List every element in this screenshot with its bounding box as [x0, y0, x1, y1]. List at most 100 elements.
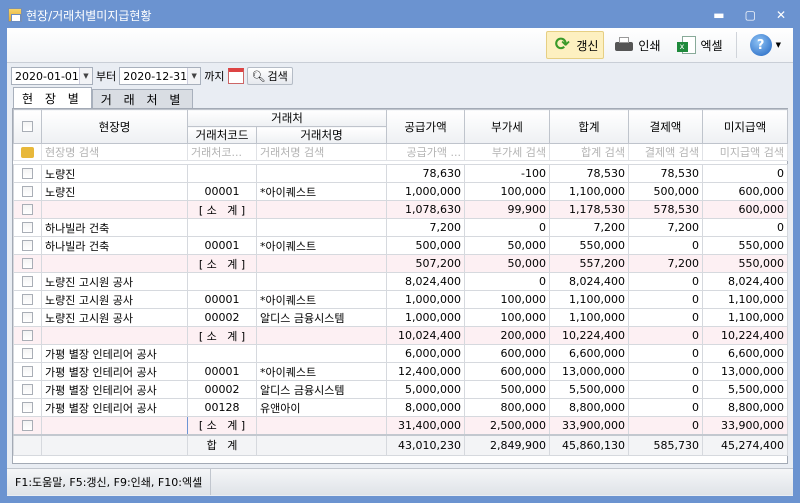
row-checkbox[interactable] — [22, 312, 33, 323]
row-checkbox-cell[interactable] — [13, 254, 42, 273]
filter-vendor-name[interactable]: 거래처명 검색 — [256, 143, 387, 161]
row-checkbox-cell[interactable] — [13, 272, 42, 291]
table-row[interactable]: 노량진 78,630 -100 78,530 78,530 0 — [13, 164, 788, 183]
table-row[interactable]: 가평 별장 인테리어 공사 6,000,000 600,000 6,600,000 0 6… — [13, 344, 788, 363]
supply-cell[interactable]: 1,000,000 — [386, 308, 465, 327]
vendor-code-cell[interactable]: 00002 — [187, 308, 257, 327]
total-cell[interactable]: 1,100,000 — [549, 308, 629, 327]
supply-cell[interactable]: 1,000,000 — [386, 290, 465, 309]
header-vendor-name[interactable]: 거래처명 — [256, 126, 387, 144]
vendor-name-cell[interactable] — [256, 218, 387, 237]
supply-cell[interactable]: 8,000,000 — [386, 398, 465, 417]
row-checkbox[interactable] — [22, 348, 33, 359]
total-cell[interactable]: 13,000,000 — [549, 362, 629, 381]
total-cell[interactable]: 5,500,000 — [549, 380, 629, 399]
row-checkbox[interactable] — [22, 294, 33, 305]
paid-cell[interactable]: 0 — [628, 380, 703, 399]
vendor-name-cell[interactable] — [256, 164, 387, 183]
supply-cell[interactable]: 12,400,000 — [386, 362, 465, 381]
site-cell[interactable] — [41, 326, 188, 345]
row-checkbox[interactable] — [22, 168, 33, 179]
vendor-code-cell[interactable]: 00001 — [187, 236, 257, 255]
total-cell[interactable]: 1,100,000 — [549, 182, 629, 201]
row-checkbox[interactable] — [22, 419, 33, 431]
subtotal-row[interactable]: [ 소 계 ] 1,078,630 99,900 1,178,530 578,530 60… — [13, 200, 788, 219]
vendor-name-cell[interactable] — [256, 200, 387, 219]
header-site[interactable]: 현장명 — [41, 109, 188, 144]
header-vat[interactable]: 부가세 — [464, 109, 550, 144]
unpaid-cell[interactable]: 13,000,000 — [702, 362, 788, 381]
vendor-code-cell[interactable] — [187, 344, 257, 363]
row-checkbox[interactable] — [22, 222, 33, 233]
row-checkbox-cell[interactable] — [13, 344, 42, 363]
table-row[interactable]: 노량진 고시원 공사 00002 알디스 금융시스템 1,000,000 100,000… — [13, 308, 788, 327]
filter-vat[interactable]: 부가세 검색 — [464, 143, 550, 161]
row-checkbox[interactable] — [22, 366, 33, 377]
table-row[interactable]: 노량진 00001 *아이퀘스트 1,000,000 100,000 1,100,000 5… — [13, 182, 788, 201]
vat-cell[interactable]: 99,900 — [464, 200, 550, 219]
maximize-button[interactable]: ▢ — [744, 8, 756, 22]
vendor-name-cell[interactable] — [256, 254, 387, 273]
paid-cell[interactable]: 0 — [628, 272, 703, 291]
tab-by-vendor[interactable]: 거 래 처 별 — [91, 89, 194, 108]
row-checkbox-cell[interactable] — [13, 236, 42, 255]
row-checkbox[interactable] — [22, 384, 33, 395]
paid-cell[interactable]: 0 — [628, 290, 703, 309]
supply-cell[interactable]: 5,000,000 — [386, 380, 465, 399]
unpaid-cell[interactable]: 6,600,000 — [702, 344, 788, 363]
row-checkbox-cell[interactable] — [13, 326, 42, 345]
to-date-picker[interactable]: 2020-12-31 ▼ — [119, 67, 202, 85]
site-cell[interactable]: 하나빌라 건축 — [41, 218, 188, 237]
vendor-code-cell[interactable] — [187, 272, 257, 291]
site-cell[interactable] — [41, 416, 188, 435]
row-checkbox-cell[interactable] — [13, 398, 42, 417]
vendor-code-cell[interactable] — [187, 218, 257, 237]
site-cell[interactable]: 가평 별장 인테리어 공사 — [41, 398, 188, 417]
total-cell[interactable]: 1,178,530 — [549, 200, 629, 219]
header-vendor-code[interactable]: 거래처코드 — [187, 126, 257, 144]
unpaid-cell[interactable]: 10,224,400 — [702, 326, 788, 345]
vat-cell[interactable]: 100,000 — [464, 182, 550, 201]
print-button[interactable]: 인쇄 — [608, 31, 666, 59]
supply-cell[interactable]: 6,000,000 — [386, 344, 465, 363]
header-unpaid[interactable]: 미지급액 — [702, 109, 788, 144]
vendor-code-cell[interactable]: [ 소 계 ] — [187, 200, 257, 219]
paid-cell[interactable]: 0 — [628, 308, 703, 327]
site-cell[interactable]: 가평 별장 인테리어 공사 — [41, 344, 188, 363]
vat-cell[interactable]: 600,000 — [464, 362, 550, 381]
filter-paid[interactable]: 결제액 검색 — [628, 143, 703, 161]
row-checkbox[interactable] — [22, 240, 33, 251]
row-checkbox-cell[interactable] — [13, 164, 42, 183]
vendor-name-cell[interactable]: 유앤아이 — [256, 398, 387, 417]
vat-cell[interactable]: -100 — [464, 164, 550, 183]
filter-vendor-code[interactable]: 거래처코... — [187, 143, 257, 161]
site-cell[interactable]: 가평 별장 인테리어 공사 — [41, 362, 188, 381]
unpaid-cell[interactable]: 8,024,400 — [702, 272, 788, 291]
row-checkbox-cell[interactable] — [13, 218, 42, 237]
paid-cell[interactable]: 0 — [628, 398, 703, 417]
total-cell[interactable]: 33,900,000 — [549, 416, 629, 435]
refresh-button[interactable]: ⟳ 갱신 — [546, 31, 605, 59]
vat-cell[interactable]: 100,000 — [464, 290, 550, 309]
paid-cell[interactable]: 0 — [628, 362, 703, 381]
close-button[interactable]: ✕ — [775, 8, 786, 22]
calendar-icon[interactable] — [227, 68, 244, 84]
chevron-down-icon[interactable]: ▼ — [187, 68, 201, 84]
vat-cell[interactable]: 500,000 — [464, 380, 550, 399]
row-checkbox-cell[interactable] — [13, 290, 42, 309]
vendor-name-cell[interactable]: *아이퀘스트 — [256, 182, 387, 201]
paid-cell[interactable]: 578,530 — [628, 200, 703, 219]
table-row[interactable]: 노량진 고시원 공사 8,024,400 0 8,024,400 0 8,024,400 — [13, 272, 788, 291]
row-checkbox[interactable] — [22, 186, 33, 197]
row-checkbox[interactable] — [22, 204, 33, 215]
vendor-name-cell[interactable]: 알디스 금융시스템 — [256, 380, 387, 399]
vat-cell[interactable]: 50,000 — [464, 254, 550, 273]
vat-cell[interactable]: 200,000 — [464, 326, 550, 345]
vendor-code-cell[interactable]: 00001 — [187, 290, 257, 309]
header-supply[interactable]: 공급가액 — [386, 109, 465, 144]
filter-total[interactable]: 합계 검색 — [549, 143, 629, 161]
header-total[interactable]: 합계 — [549, 109, 629, 144]
supply-cell[interactable]: 8,024,400 — [386, 272, 465, 291]
total-cell[interactable]: 8,024,400 — [549, 272, 629, 291]
from-date-picker[interactable]: 2020-01-01 ▼ — [11, 67, 93, 85]
